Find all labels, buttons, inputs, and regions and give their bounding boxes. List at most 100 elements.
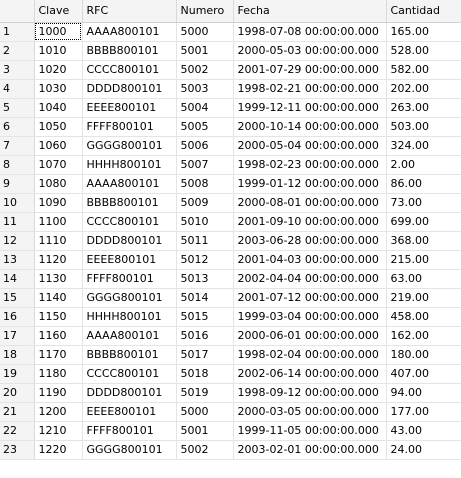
cell-clave[interactable]: 1200: [34, 402, 83, 422]
table-row[interactable]: 14 1130 FFFF800101 5013 2002-04-04 00:00:00.…: [0, 269, 461, 289]
cell-numero[interactable]: 5004: [176, 98, 234, 118]
table-row[interactable]: 4 1030 DDDD800101 5003 1998-02-21 00:00:00.0…: [0, 79, 461, 99]
row-number[interactable]: 9: [0, 174, 35, 194]
cell-clave[interactable]: 1160: [34, 326, 83, 346]
row-number[interactable]: 19: [0, 364, 35, 384]
row-number[interactable]: 7: [0, 136, 35, 156]
cell-numero[interactable]: 5012: [176, 250, 234, 270]
cell-fecha[interactable]: 2000-08-01 00:00:00.000: [233, 193, 387, 213]
table-row[interactable]: 5 1040 EEEE800101 5004 1999-12-11 00:00:00.0…: [0, 98, 461, 118]
cell-numero[interactable]: 5009: [176, 193, 234, 213]
cell-cantidad[interactable]: 73.00: [386, 193, 461, 213]
cell-fecha[interactable]: 2000-05-04 00:00:00.000: [233, 136, 387, 156]
cell-numero[interactable]: 5011: [176, 231, 234, 251]
table-row[interactable]: 20 1190 DDDD800101 5019 1998-09-12 00:00:00.…: [0, 383, 461, 403]
cell-clave[interactable]: 1050: [34, 117, 83, 137]
cell-rfc[interactable]: BBBB800101: [82, 41, 177, 61]
row-number[interactable]: 8: [0, 155, 35, 175]
cell-cantidad[interactable]: 407.00: [386, 364, 461, 384]
cell-numero[interactable]: 5002: [176, 440, 234, 460]
cell-rfc[interactable]: HHHH800101: [82, 307, 177, 327]
table-row[interactable]: 17 1160 AAAA800101 5016 2000-06-01 00:00:00.…: [0, 326, 461, 346]
cell-cantidad[interactable]: 94.00: [386, 383, 461, 403]
cell-clave[interactable]: 1020: [34, 60, 83, 80]
row-number[interactable]: 5: [0, 98, 35, 118]
cell-rfc[interactable]: FFFF800101: [82, 421, 177, 441]
cell-numero[interactable]: 5008: [176, 174, 234, 194]
row-number[interactable]: 23: [0, 440, 35, 460]
cell-fecha[interactable]: 2003-06-28 00:00:00.000: [233, 231, 387, 251]
cell-rfc[interactable]: EEEE800101: [82, 98, 177, 118]
cell-fecha[interactable]: 1998-07-08 00:00:00.000: [233, 22, 387, 42]
cell-clave[interactable]: 1100: [34, 212, 83, 232]
row-number[interactable]: 22: [0, 421, 35, 441]
row-number[interactable]: 20: [0, 383, 35, 403]
table-row[interactable]: 23 1220 GGGG800101 5002 2003-02-01 00:00:00.…: [0, 440, 461, 460]
cell-cantidad[interactable]: 63.00: [386, 269, 461, 289]
cell-cantidad[interactable]: 219.00: [386, 288, 461, 308]
cell-cantidad[interactable]: 202.00: [386, 79, 461, 99]
table-row[interactable]: 18 1170 BBBB800101 5017 1998-02-04 00:00:00.…: [0, 345, 461, 365]
table-row[interactable]: 7 1060 GGGG800101 5006 2000-05-04 00:00:00.0…: [0, 136, 461, 156]
cell-cantidad[interactable]: 263.00: [386, 98, 461, 118]
table-row[interactable]: 12 1110 DDDD800101 5011 2003-06-28 00:00:00.…: [0, 231, 461, 251]
select-all-corner[interactable]: [0, 0, 35, 23]
cell-rfc[interactable]: DDDD800101: [82, 231, 177, 251]
cell-clave[interactable]: 1170: [34, 345, 83, 365]
row-number[interactable]: 6: [0, 117, 35, 137]
row-number[interactable]: 11: [0, 212, 35, 232]
cell-fecha[interactable]: 1998-02-21 00:00:00.000: [233, 79, 387, 99]
column-header-numero[interactable]: Numero: [176, 0, 234, 23]
cell-numero[interactable]: 5000: [176, 402, 234, 422]
cell-fecha[interactable]: 1999-01-12 00:00:00.000: [233, 174, 387, 194]
cell-rfc[interactable]: DDDD800101: [82, 383, 177, 403]
row-number[interactable]: 15: [0, 288, 35, 308]
cell-rfc[interactable]: AAAA800101: [82, 174, 177, 194]
cell-rfc[interactable]: GGGG800101: [82, 440, 177, 460]
row-number[interactable]: 13: [0, 250, 35, 270]
cell-cantidad[interactable]: 458.00: [386, 307, 461, 327]
cell-cantidad[interactable]: 368.00: [386, 231, 461, 251]
cell-rfc[interactable]: FFFF800101: [82, 117, 177, 137]
table-row[interactable]: 15 1140 GGGG800101 5014 2001-07-12 00:00:00.…: [0, 288, 461, 308]
cell-fecha[interactable]: 1999-11-05 00:00:00.000: [233, 421, 387, 441]
cell-clave[interactable]: 1180: [34, 364, 83, 384]
cell-fecha[interactable]: 1999-03-04 00:00:00.000: [233, 307, 387, 327]
cell-fecha[interactable]: 2002-06-14 00:00:00.000: [233, 364, 387, 384]
cell-rfc[interactable]: CCCC800101: [82, 364, 177, 384]
cell-fecha[interactable]: 2002-04-04 00:00:00.000: [233, 269, 387, 289]
table-row[interactable]: 6 1050 FFFF800101 5005 2000-10-14 00:00:00.0…: [0, 117, 461, 137]
cell-rfc[interactable]: GGGG800101: [82, 136, 177, 156]
cell-numero[interactable]: 5014: [176, 288, 234, 308]
cell-clave[interactable]: 1060: [34, 136, 83, 156]
cell-rfc[interactable]: GGGG800101: [82, 288, 177, 308]
table-row[interactable]: 16 1150 HHHH800101 5015 1999-03-04 00:00:00.…: [0, 307, 461, 327]
cell-cantidad[interactable]: 2.00: [386, 155, 461, 175]
table-row[interactable]: 21 1200 EEEE800101 5000 2000-03-05 00:00:00.…: [0, 402, 461, 422]
cell-numero[interactable]: 5005: [176, 117, 234, 137]
table-row[interactable]: 13 1120 EEEE800101 5012 2001-04-03 00:00:00.…: [0, 250, 461, 270]
cell-fecha[interactable]: 2000-05-03 00:00:00.000: [233, 41, 387, 61]
cell-cantidad[interactable]: 215.00: [386, 250, 461, 270]
cell-clave[interactable]: 1220: [34, 440, 83, 460]
cell-clave[interactable]: 1150: [34, 307, 83, 327]
cell-rfc[interactable]: BBBB800101: [82, 193, 177, 213]
cell-clave[interactable]: 1130: [34, 269, 83, 289]
cell-fecha[interactable]: 2001-07-12 00:00:00.000: [233, 288, 387, 308]
cell-clave[interactable]: 1000: [34, 22, 83, 42]
cell-rfc[interactable]: AAAA800101: [82, 326, 177, 346]
cell-clave[interactable]: 1080: [34, 174, 83, 194]
cell-numero[interactable]: 5006: [176, 136, 234, 156]
cell-cantidad[interactable]: 582.00: [386, 60, 461, 80]
cell-rfc[interactable]: BBBB800101: [82, 345, 177, 365]
row-number[interactable]: 12: [0, 231, 35, 251]
table-row[interactable]: 3 1020 CCCC800101 5002 2001-07-29 00:00:00.0…: [0, 60, 461, 80]
cell-clave[interactable]: 1030: [34, 79, 83, 99]
cell-rfc[interactable]: EEEE800101: [82, 250, 177, 270]
cell-fecha[interactable]: 1999-12-11 00:00:00.000: [233, 98, 387, 118]
cell-numero[interactable]: 5000: [176, 22, 234, 42]
cell-clave[interactable]: 1070: [34, 155, 83, 175]
cell-fecha[interactable]: 1998-02-04 00:00:00.000: [233, 345, 387, 365]
column-header-rfc[interactable]: RFC: [82, 0, 177, 23]
